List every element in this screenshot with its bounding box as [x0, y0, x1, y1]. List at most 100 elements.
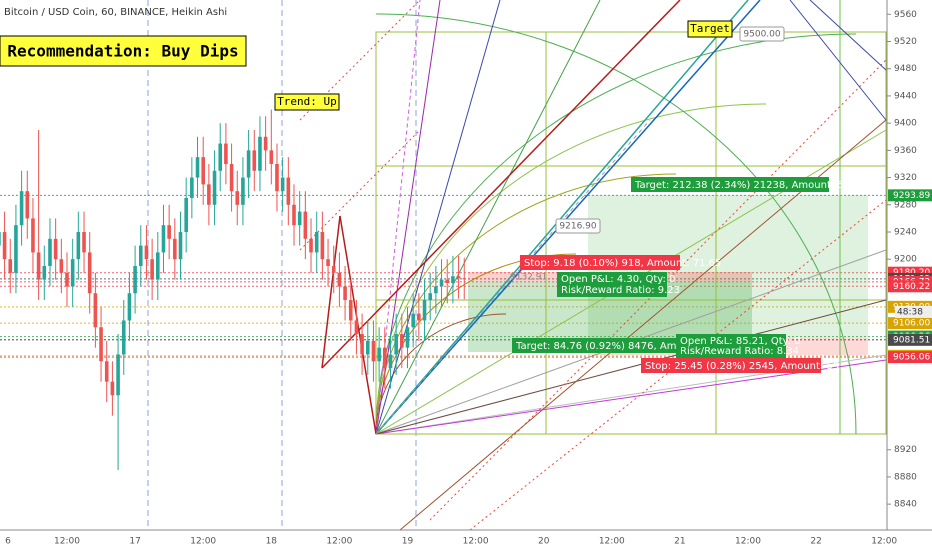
candle-body [190, 177, 194, 198]
candle-body [138, 245, 143, 267]
candle-body [201, 157, 205, 185]
candle-body [212, 170, 217, 205]
candle-body [224, 143, 228, 164]
channel-line [321, 215, 341, 369]
candle-body [0, 232, 1, 246]
price-label-box [888, 280, 932, 293]
candle-body [417, 313, 421, 321]
price-label-box [888, 317, 932, 330]
candle-body [229, 163, 234, 192]
fan-line [375, 299, 887, 435]
note-box [687, 20, 733, 38]
candle-body [337, 272, 342, 287]
gann-arc [375, 173, 677, 435]
candle-body [99, 327, 103, 362]
label-box [512, 338, 678, 353]
y-tick-label: 9480 [894, 64, 917, 74]
x-tick-label: 6 [5, 537, 11, 547]
candle-body [42, 266, 47, 280]
candle-body [144, 245, 149, 260]
x-tick-label: 12:00 [871, 537, 897, 547]
candle-body [19, 191, 24, 226]
candle-body [309, 238, 313, 253]
candle-body [411, 313, 415, 328]
axes: 9560 9520 9480 9440 9400 9360 9320 9280 9240 9200… [5, 10, 932, 547]
candle-body [434, 286, 438, 294]
candle-body [207, 184, 211, 205]
rr-label: Risk/Reward Ratio: 9.23 [561, 285, 680, 296]
candle-body [218, 143, 223, 171]
callout-text: 9216.90 [559, 222, 596, 232]
candle-body [280, 177, 285, 192]
candle-body [400, 334, 404, 348]
channel-line [789, 0, 887, 121]
fan-line [375, 0, 501, 435]
price-label: 9056.06 [893, 353, 930, 363]
y-tick-label: 9560 [894, 10, 917, 20]
candle-body [354, 320, 359, 335]
x-tick-label: 22 [810, 537, 821, 547]
callout [555, 218, 601, 234]
label-box [676, 334, 786, 358]
channel-line [299, 0, 421, 121]
candle-body [394, 334, 398, 355]
candle-body [195, 157, 200, 178]
candle-body [258, 136, 262, 171]
y-tick-label: 9520 [894, 37, 917, 47]
x-tick-label: 20 [538, 537, 550, 547]
gann-box [375, 31, 887, 435]
candle-body [76, 232, 81, 260]
candle-body [133, 266, 137, 294]
candle-body [104, 361, 109, 382]
price-label-box [888, 189, 932, 202]
note-box [274, 93, 340, 111]
candle-body [246, 150, 251, 178]
candle-body [456, 276, 461, 279]
label-box [631, 177, 829, 192]
candle-body [178, 232, 183, 260]
candle-body [348, 300, 353, 321]
candle-body [87, 252, 92, 294]
candle-body [371, 340, 376, 362]
price-label-box [888, 333, 932, 346]
gann-arc [375, 13, 857, 435]
trend-note: Trend: Up [277, 95, 337, 108]
candle-body [326, 259, 330, 267]
candle-body [451, 276, 455, 284]
target-label: Target: 84.76 (0.92%) 8476, Amoun [515, 341, 695, 352]
candle-body [173, 238, 177, 260]
candle-body [314, 232, 319, 253]
candle-body [383, 347, 387, 369]
candle-body [2, 232, 7, 260]
countdown-box [895, 305, 932, 318]
candle-body [93, 293, 98, 328]
candle-body [331, 266, 336, 273]
candle-body [121, 320, 126, 355]
grid [147, 0, 417, 530]
x-tick-label: 12:00 [54, 537, 80, 547]
price-label: 9160.22 [893, 282, 930, 292]
candle-body [320, 232, 325, 260]
candle-body [161, 225, 166, 253]
candle-body [462, 278, 467, 280]
y-tick-label: 8920 [894, 445, 917, 455]
candle-body [292, 204, 296, 226]
fan-line [375, 0, 749, 435]
candle-body [303, 211, 308, 239]
candle-body [82, 232, 86, 253]
pnl-label: Open P&L: 4.30, Qty: 0 [561, 274, 675, 285]
candle-body [388, 354, 393, 369]
channel-line [299, 129, 421, 251]
candle-body [405, 327, 410, 348]
candle-body [36, 252, 41, 280]
candle-body [241, 177, 245, 205]
candle-body [297, 211, 302, 226]
y-tick-label: 9240 [894, 228, 917, 238]
price-label: 9293.89 [893, 191, 930, 201]
y-tick-label: 9280 [894, 200, 917, 210]
price-label: 9106.00 [893, 319, 930, 329]
label-box [641, 358, 821, 373]
candle-body [150, 259, 154, 280]
candle-body [14, 225, 18, 273]
y-tick-label: 8880 [894, 472, 917, 482]
